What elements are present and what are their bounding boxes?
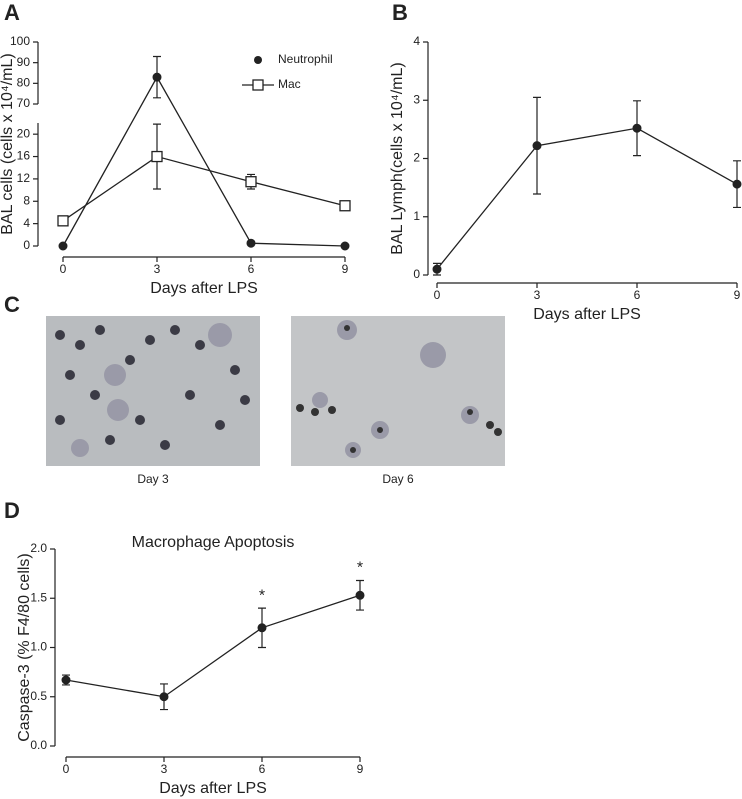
legend-label: Mac: [278, 77, 301, 91]
legend-label: Neutrophil: [278, 52, 333, 66]
y-tick-label: 0.0: [30, 738, 47, 752]
y-tick-label: 80: [17, 76, 31, 90]
panel-letter: A: [4, 0, 20, 25]
legend-marker: [254, 56, 262, 64]
y-tick-label: 20: [17, 126, 31, 140]
series-line: [62, 155, 346, 222]
annotation: *: [259, 587, 265, 604]
x-tick-label: 3: [161, 762, 168, 776]
x-tick-label: 0: [60, 262, 67, 276]
y-tick-label: 4: [413, 34, 420, 48]
y-tick-label: 8: [23, 193, 30, 207]
data-point: [340, 241, 350, 251]
x-tick-label: 0: [63, 762, 70, 776]
legend-marker: [252, 79, 264, 91]
x-tick-label: 3: [154, 262, 161, 276]
data-point: [432, 264, 442, 274]
chart-title: Macrophage Apoptosis: [132, 534, 295, 551]
x-tick-label: 6: [259, 762, 266, 776]
x-tick-label: 9: [342, 262, 349, 276]
y-tick-label: 2.0: [30, 541, 47, 555]
x-tick-label: 9: [357, 762, 364, 776]
data-point: [257, 623, 267, 633]
x-tick-label: 9: [734, 288, 741, 302]
series-line: [62, 75, 346, 247]
y-tick-label: 70: [17, 96, 31, 110]
y-tick-label: 1.0: [30, 640, 47, 654]
x-tick-label: 6: [248, 262, 255, 276]
data-point: [245, 176, 257, 188]
x-tick-label: 3: [534, 288, 541, 302]
y-tick-label: 1.5: [30, 590, 47, 604]
x-tick-label: 0: [434, 288, 441, 302]
y-axis-title: BAL Lymph(cells x 10⁴/mL): [389, 62, 406, 254]
data-point: [339, 200, 351, 212]
y-tick-label: 0.5: [30, 689, 47, 703]
series-line: [65, 594, 361, 698]
panel-letter: B: [392, 0, 408, 25]
y-tick-label: 2: [413, 151, 420, 165]
panel-letter: D: [4, 498, 20, 523]
data-point: [246, 238, 256, 248]
y-tick-label: 4: [23, 216, 30, 230]
data-point: [732, 179, 742, 189]
image-caption: Day 6: [382, 472, 414, 486]
y-tick-label: 1: [413, 209, 420, 223]
data-point: [151, 150, 163, 163]
image-caption: Day 3: [137, 472, 169, 486]
x-axis-title: Days after LPS: [150, 280, 258, 297]
y-tick-label: 16: [17, 149, 31, 163]
y-tick-label: 0: [413, 267, 420, 281]
y-tick-label: 100: [10, 34, 30, 48]
y-tick-label: 0: [23, 238, 30, 252]
y-tick-label: 3: [413, 92, 420, 106]
data-point: [159, 692, 169, 702]
micrograph: [46, 316, 505, 466]
data-point: [61, 675, 71, 685]
panel-letter: C: [4, 292, 20, 317]
x-axis-title: Days after LPS: [159, 780, 267, 797]
x-axis-title: Days after LPS: [533, 306, 641, 323]
data-point: [632, 123, 642, 133]
y-tick-label: 90: [17, 55, 31, 69]
data-point: [58, 241, 68, 251]
data-point: [57, 215, 69, 227]
x-tick-label: 6: [634, 288, 641, 302]
data-point: [355, 590, 365, 600]
annotation: *: [357, 560, 363, 577]
series-line: [436, 127, 738, 270]
y-axis-title: Caspase-3 (% F4/80 cells): [16, 553, 33, 742]
y-axis-title: BAL cells (cells x 10⁴/mL): [0, 53, 16, 234]
data-point: [532, 141, 542, 151]
y-tick-label: 12: [17, 171, 31, 185]
data-point: [152, 72, 162, 82]
